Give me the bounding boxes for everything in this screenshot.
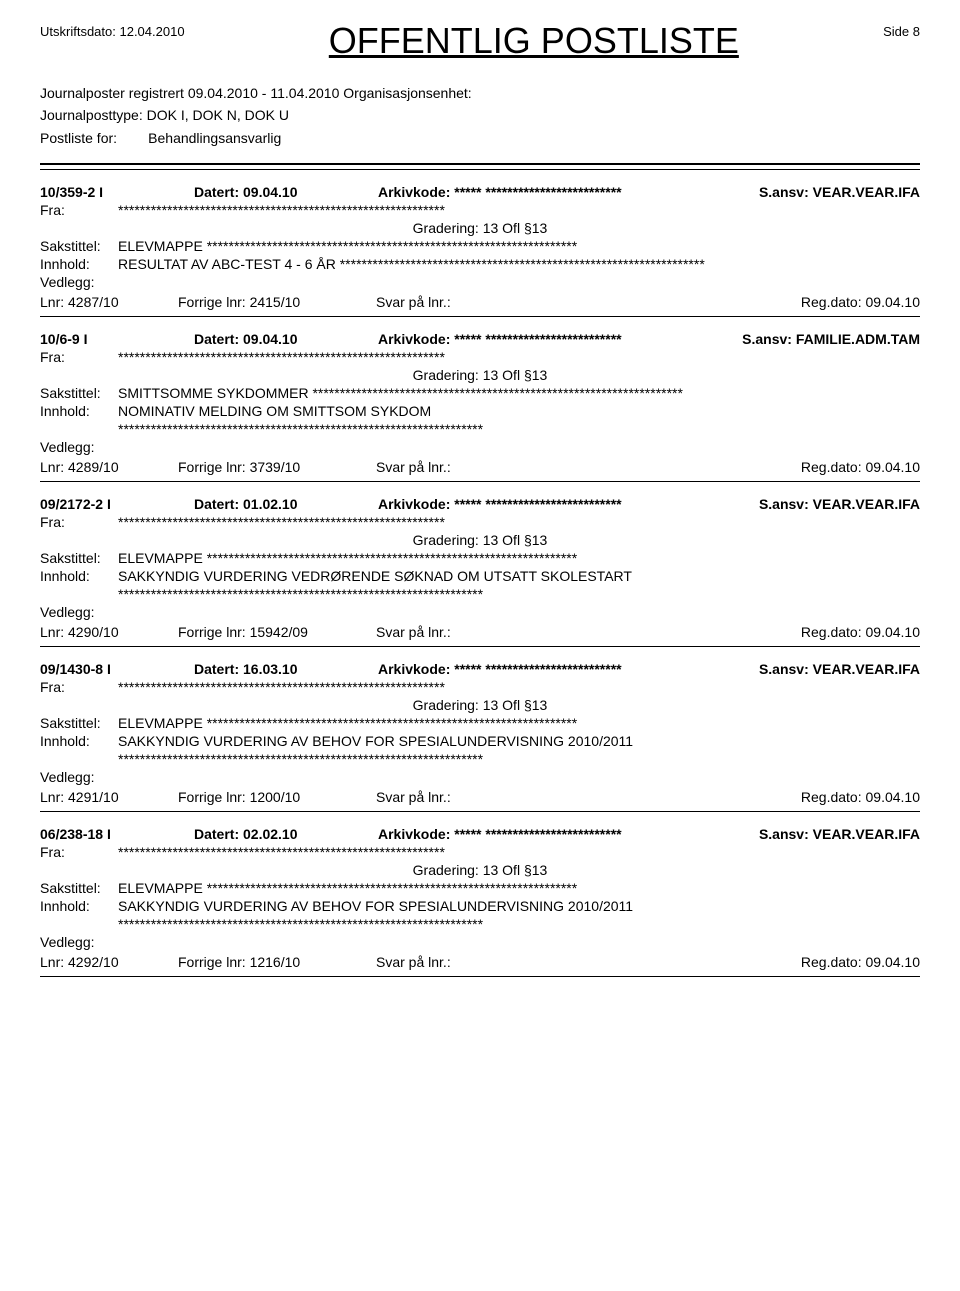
print-date: Utskriftsdato: 12.04.2010 [40, 20, 185, 39]
entry-lnr: Lnr: 4290/10 [40, 624, 150, 640]
print-date-label: Utskriftsdato: [40, 24, 116, 39]
entry-innhold-extra: ****************************************… [40, 586, 920, 602]
entry-forrige-lnr: Forrige lnr: 1216/10 [178, 954, 348, 970]
entry-lnr: Lnr: 4292/10 [40, 954, 150, 970]
entry-forrige-lnr: Forrige lnr: 2415/10 [178, 294, 348, 310]
entry-sansv: S.ansv: FAMILIE.ADM.TAM [742, 331, 920, 347]
entry-sakstittel: Sakstittel:ELEVMAPPE *******************… [40, 550, 920, 566]
entry-regdato: Reg.dato: 09.04.10 [801, 789, 920, 805]
entry-regdato: Reg.dato: 09.04.10 [801, 954, 920, 970]
registered-label: Journalposter registrert [40, 85, 184, 101]
page-number: Side 8 [883, 20, 920, 39]
entry-datert: Datert: 09.04.10 [194, 331, 354, 347]
entry-arkivkode: Arkivkode: ***** ***********************… [378, 661, 622, 677]
entry-fra: Fra:************************************… [40, 679, 920, 695]
entry-lnr: Lnr: 4287/10 [40, 294, 150, 310]
entry-gradering: Gradering: 13 Ofl §13 [40, 532, 920, 548]
entry-vedlegg: Vedlegg: [40, 439, 920, 455]
entry-sakstittel: Sakstittel:ELEVMAPPE *******************… [40, 238, 920, 254]
entry-innhold: Innhold:RESULTAT AV ABC-TEST 4 - 6 ÅR **… [40, 256, 920, 272]
entry-id: 10/6-9 I [40, 331, 170, 347]
entry-svar: Svar på lnr.: [376, 624, 486, 640]
entry-datert: Datert: 02.02.10 [194, 826, 354, 842]
entry-id: 09/1430-8 I [40, 661, 170, 677]
entry-arkivkode: Arkivkode: ***** ***********************… [378, 826, 622, 842]
entry-regdato: Reg.dato: 09.04.10 [801, 294, 920, 310]
entry-sakstittel: Sakstittel:SMITTSOMME SYKDOMMER ********… [40, 385, 920, 401]
entry-innhold: Innhold:SAKKYNDIG VURDERING AV BEHOV FOR… [40, 898, 920, 914]
entry-sakstittel: Sakstittel:ELEVMAPPE *******************… [40, 715, 920, 731]
entry-gradering: Gradering: 13 Ofl §13 [40, 697, 920, 713]
org-label: Organisasjonsenhet: [343, 85, 471, 101]
entry-id: 10/359-2 I [40, 184, 170, 200]
entry-id: 06/238-18 I [40, 826, 170, 842]
entry-arkivkode: Arkivkode: ***** ***********************… [378, 496, 622, 512]
page-title: OFFENTLIG POSTLISTE [195, 20, 874, 62]
entry-datert: Datert: 09.04.10 [194, 184, 354, 200]
entry-vedlegg: Vedlegg: [40, 769, 920, 785]
divider-thin [40, 316, 920, 317]
subheader: Journalposter registrert 09.04.2010 - 11… [40, 82, 920, 149]
entry-innhold-extra: ****************************************… [40, 751, 920, 767]
journal-entry: 06/238-18 I Datert: 02.02.10 Arkivkode: **… [40, 826, 920, 977]
journal-entry: 10/6-9 I Datert: 09.04.10 Arkivkode: *****… [40, 331, 920, 482]
entry-arkivkode: Arkivkode: ***** ***********************… [378, 184, 622, 200]
entry-lnr: Lnr: 4291/10 [40, 789, 150, 805]
postliste-label: Postliste for: [40, 130, 117, 146]
page-header: Utskriftsdato: 12.04.2010 OFFENTLIG POST… [40, 20, 920, 62]
posttype-label: Journalposttype: [40, 107, 143, 123]
print-date-value: 12.04.2010 [119, 24, 184, 39]
page-number-value: 8 [913, 24, 920, 39]
entry-regdato: Reg.dato: 09.04.10 [801, 459, 920, 475]
entry-datert: Datert: 16.03.10 [194, 661, 354, 677]
entry-fra: Fra:************************************… [40, 202, 920, 218]
journal-entry: 09/2172-2 I Datert: 01.02.10 Arkivkode: **… [40, 496, 920, 647]
divider-thick [40, 163, 920, 165]
entry-forrige-lnr: Forrige lnr: 3739/10 [178, 459, 348, 475]
entry-vedlegg: Vedlegg: [40, 934, 920, 950]
divider-thin [40, 169, 920, 170]
entry-fra: Fra:************************************… [40, 514, 920, 530]
entry-forrige-lnr: Forrige lnr: 1200/10 [178, 789, 348, 805]
divider-thin [40, 811, 920, 812]
entry-svar: Svar på lnr.: [376, 294, 486, 310]
entry-sansv: S.ansv: VEAR.VEAR.IFA [759, 184, 920, 200]
entry-arkivkode: Arkivkode: ***** ***********************… [378, 331, 622, 347]
entry-sakstittel: Sakstittel:ELEVMAPPE *******************… [40, 880, 920, 896]
journal-entry: 09/1430-8 I Datert: 16.03.10 Arkivkode: **… [40, 661, 920, 812]
entry-sansv: S.ansv: VEAR.VEAR.IFA [759, 496, 920, 512]
entry-forrige-lnr: Forrige lnr: 15942/09 [178, 624, 348, 640]
entry-gradering: Gradering: 13 Ofl §13 [40, 862, 920, 878]
journal-entry: 10/359-2 I Datert: 09.04.10 Arkivkode: ***… [40, 184, 920, 317]
entry-vedlegg: Vedlegg: [40, 604, 920, 620]
entry-gradering: Gradering: 13 Ofl §13 [40, 367, 920, 383]
entry-sansv: S.ansv: VEAR.VEAR.IFA [759, 661, 920, 677]
entry-innhold: Innhold:NOMINATIV MELDING OM SMITTSOM SY… [40, 403, 920, 419]
entry-sansv: S.ansv: VEAR.VEAR.IFA [759, 826, 920, 842]
entry-innhold: Innhold:SAKKYNDIG VURDERING AV BEHOV FOR… [40, 733, 920, 749]
entry-regdato: Reg.dato: 09.04.10 [801, 624, 920, 640]
entry-innhold: Innhold:SAKKYNDIG VURDERING VEDRØRENDE S… [40, 568, 920, 584]
entry-svar: Svar på lnr.: [376, 789, 486, 805]
entry-svar: Svar på lnr.: [376, 954, 486, 970]
posttype-value: DOK I, DOK N, DOK U [147, 107, 289, 123]
divider-thin [40, 976, 920, 977]
entries-container: 10/359-2 I Datert: 09.04.10 Arkivkode: ***… [40, 184, 920, 977]
postliste-value: Behandlingsansvarlig [148, 130, 281, 146]
entry-vedlegg: Vedlegg: [40, 274, 920, 290]
entry-fra: Fra:************************************… [40, 844, 920, 860]
entry-id: 09/2172-2 I [40, 496, 170, 512]
entry-datert: Datert: 01.02.10 [194, 496, 354, 512]
entry-fra: Fra:************************************… [40, 349, 920, 365]
divider-thin [40, 646, 920, 647]
entry-lnr: Lnr: 4289/10 [40, 459, 150, 475]
entry-svar: Svar på lnr.: [376, 459, 486, 475]
entry-gradering: Gradering: 13 Ofl §13 [40, 220, 920, 236]
page-label: Side [883, 24, 909, 39]
entry-innhold-extra: ****************************************… [40, 916, 920, 932]
entry-innhold-extra: ****************************************… [40, 421, 920, 437]
divider-thin [40, 481, 920, 482]
registered-range: 09.04.2010 - 11.04.2010 [188, 85, 340, 101]
